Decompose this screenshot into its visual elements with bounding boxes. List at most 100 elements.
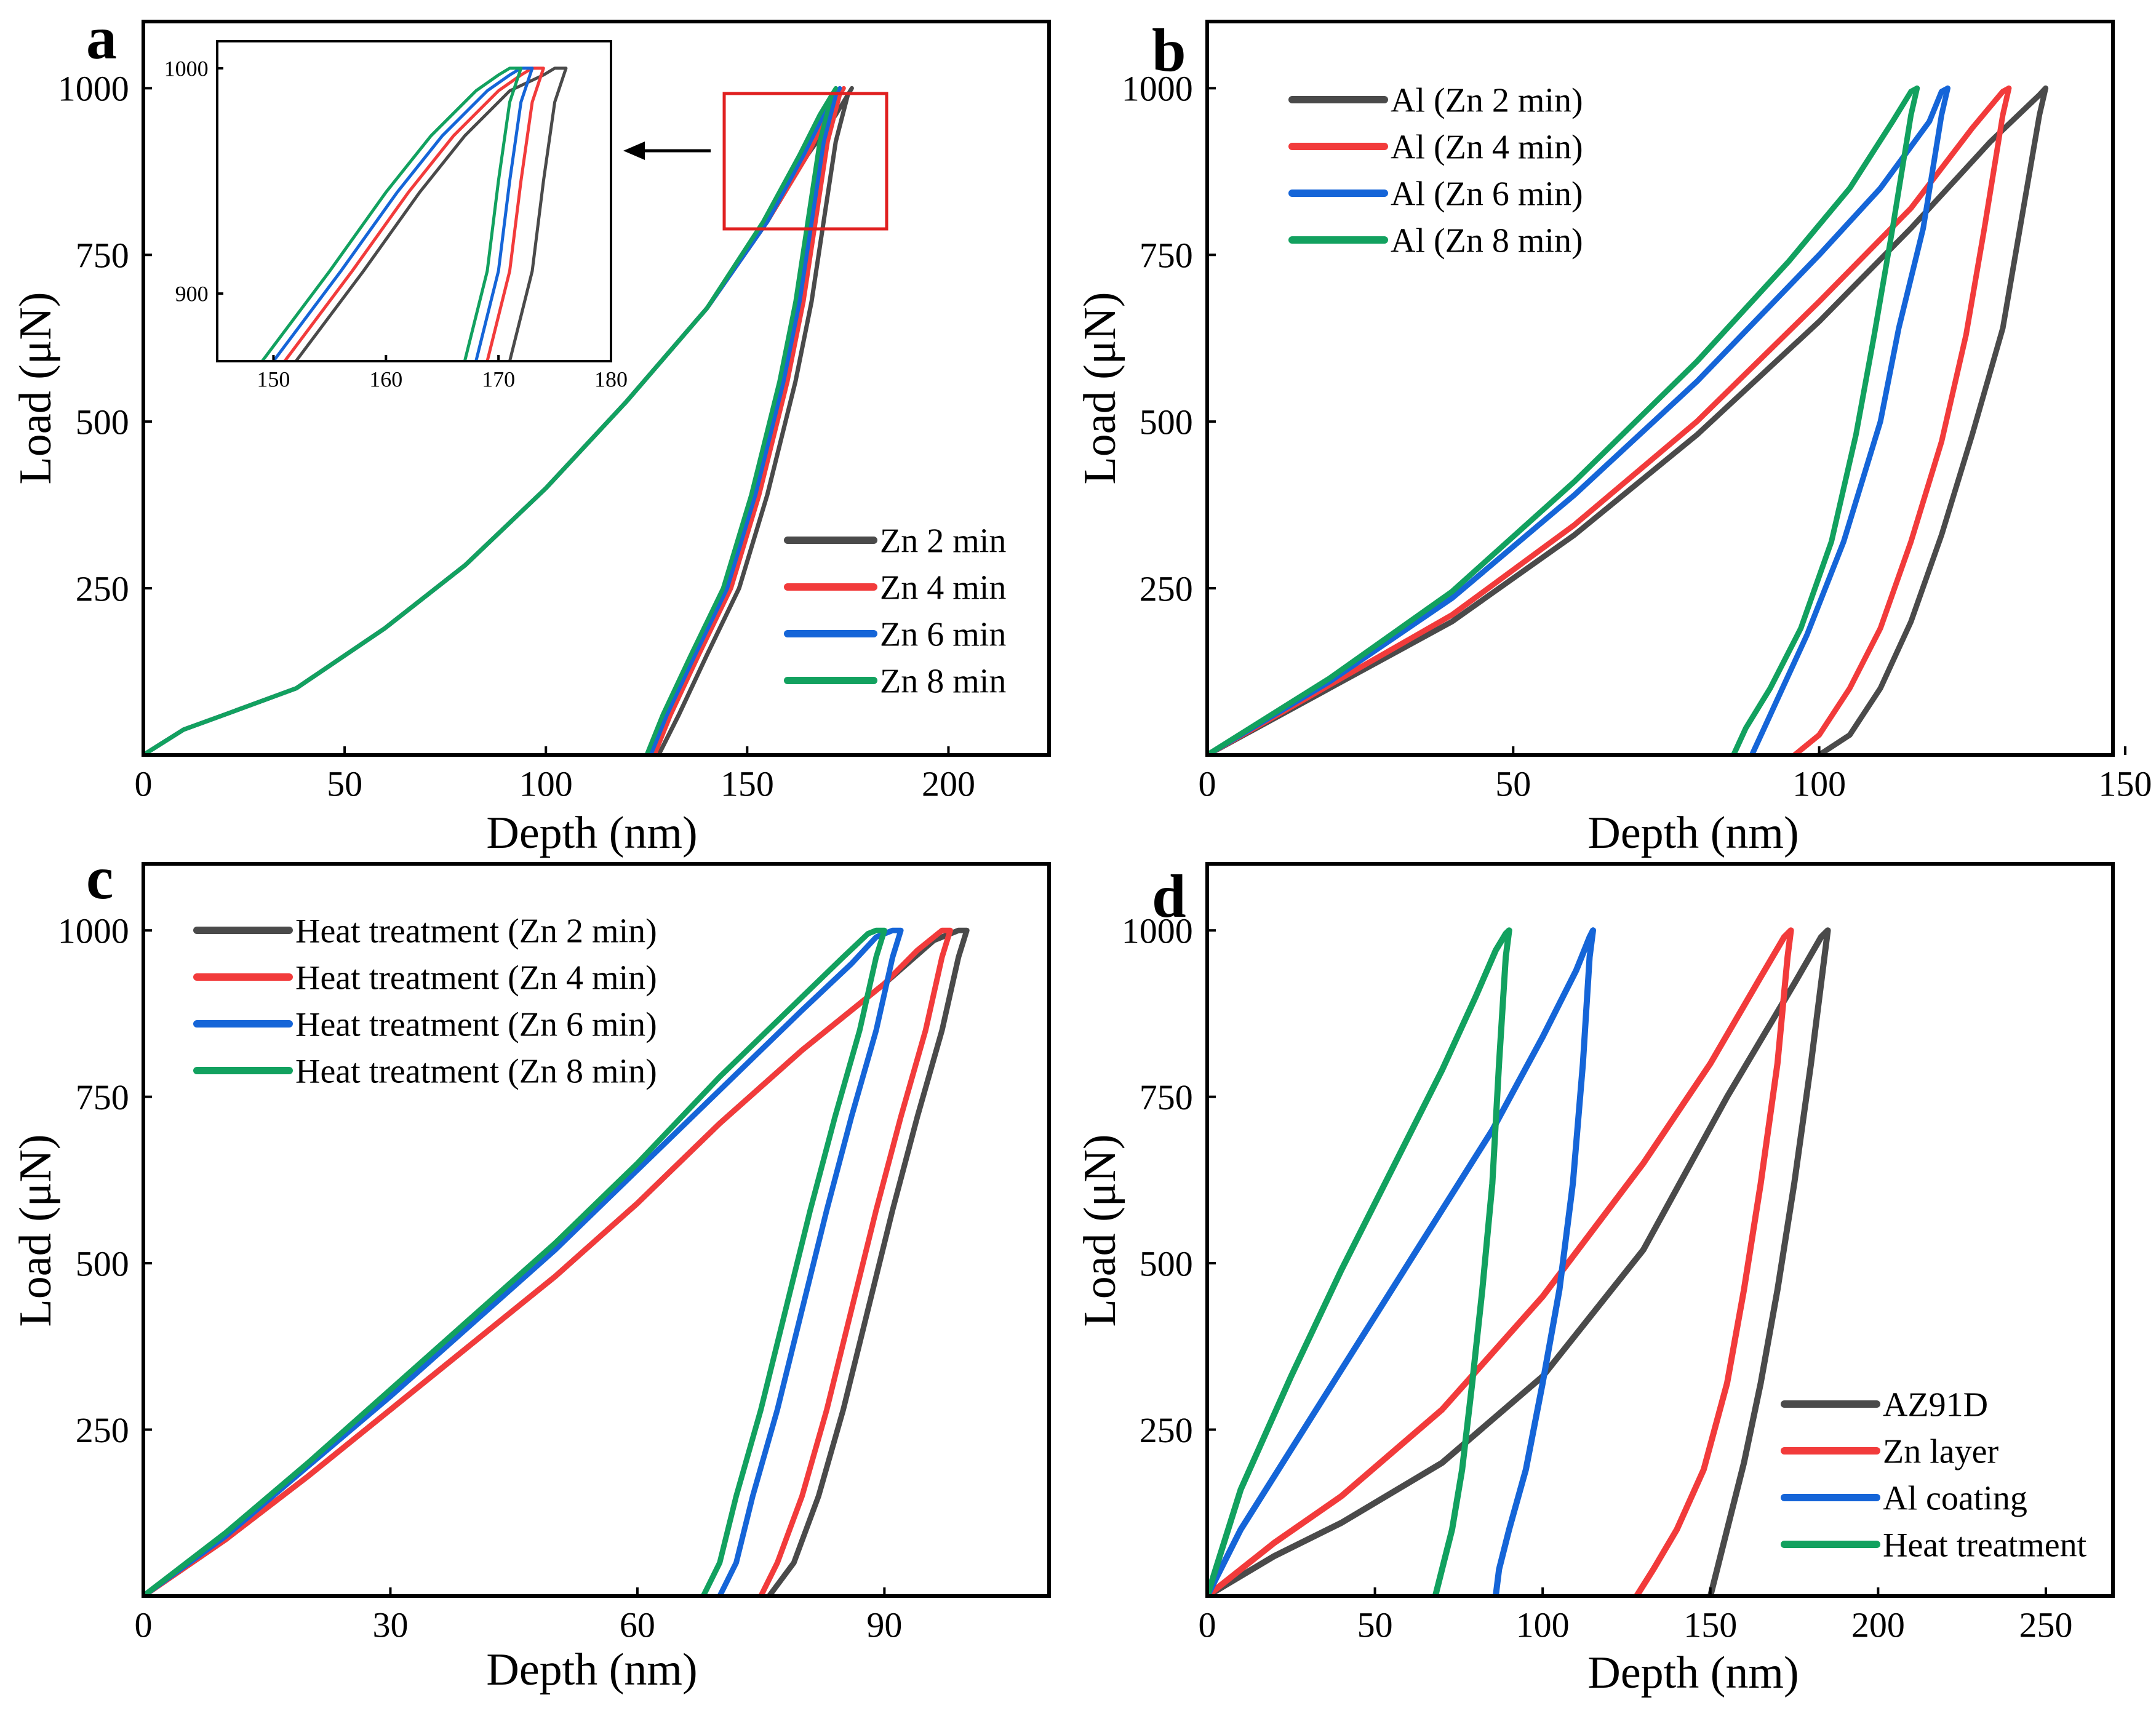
zoom-arrow-head-a [623, 142, 645, 160]
legend-label-b-3: Al (Zn 6 min) [1391, 175, 1583, 214]
panel-d: d 0 50 100 150 200 250 250 500 750 1000 Depth (nm… [1075, 862, 2115, 1698]
legend-label-c-3: Heat treatment (Zn 6 min) [295, 1006, 657, 1044]
ticks-b: 0 50 100 150 250 500 750 1000 [1122, 69, 2152, 804]
y-tick-label-b-1: 500 [1140, 402, 1193, 442]
panel-b: b 0 50 100 150 250 500 750 1000 Depth (nm) Load… [1075, 16, 2152, 858]
inset-a-frame [216, 40, 612, 362]
y-tick-label-a-1: 500 [76, 402, 129, 442]
series-line-d-1 [1207, 927, 1831, 1596]
y-tick-label-d-0: 250 [1140, 1410, 1193, 1450]
x-tick-label-a-4: 200 [922, 764, 975, 804]
ylabel-a: Load (μN) [10, 292, 61, 485]
x-tick-label-c-2: 60 [620, 1605, 655, 1645]
series-line-ainset-4 [260, 66, 523, 361]
legend-label-b-1: Al (Zn 2 min) [1391, 82, 1583, 120]
panel-a: a 0 50 100 150 200 250 500 750 1000 Depth (nm) L… [10, 4, 1051, 858]
series-line-d-4 [1207, 927, 1512, 1596]
plot-area-c [143, 927, 970, 1596]
y-tick-label-d-2: 750 [1140, 1077, 1193, 1117]
x-tick-label-c-1: 30 [372, 1605, 408, 1645]
series-line-ainset-3 [271, 66, 534, 361]
legend-label-d-1: AZ91D [1883, 1386, 1988, 1424]
legend-label-c-1: Heat treatment (Zn 2 min) [295, 912, 657, 951]
ylabel-b: Load (μN) [1075, 292, 1125, 485]
series-line-b-3 [1207, 85, 1950, 755]
panel-label-a: a [86, 4, 117, 72]
inset-plot-area-a [260, 66, 568, 361]
xlabel-d: Depth (nm) [1587, 1648, 1799, 1698]
x-tick-label-ainset-3: 180 [594, 367, 628, 391]
ylabel-d: Load (μN) [1075, 1135, 1125, 1327]
ylabel-c: Load (μN) [10, 1135, 61, 1327]
legend-label-a-2: Zn 4 min [880, 569, 1006, 607]
y-tick-label-b-2: 750 [1140, 236, 1193, 276]
series-line-c-4 [143, 927, 887, 1596]
frame-a [142, 20, 1051, 757]
xlabel-c: Depth (nm) [486, 1645, 697, 1695]
plot-area-b [1207, 85, 2049, 755]
series-line-b-1 [1207, 85, 2049, 755]
legend-label-d-3: Al coating [1883, 1480, 2027, 1518]
inset-ticks-a: 150 160 170 180 900 1000 [164, 57, 628, 392]
frame-d [1205, 862, 2115, 1598]
x-tick-label-a-0: 0 [135, 764, 153, 804]
series-line-c-2 [143, 927, 953, 1596]
plot-area-d [1207, 927, 1831, 1596]
series-line-b-4 [1207, 85, 1920, 755]
y-tick-label-a-0: 250 [76, 569, 129, 609]
y-tick-label-c-3: 1000 [58, 911, 129, 951]
y-tick-label-d-1: 500 [1140, 1243, 1193, 1283]
x-tick-label-a-2: 100 [519, 764, 573, 804]
y-tick-label-d-3: 1000 [1122, 911, 1193, 951]
x-tick-label-ainset-2: 170 [482, 367, 515, 391]
legend-c: Heat treatment (Zn 2 min) Heat treatment … [193, 912, 657, 1091]
ticks-c: 0 30 60 90 250 500 750 1000 [58, 911, 903, 1645]
x-tick-label-d-5: 250 [2019, 1605, 2072, 1645]
y-tick-label-ainset-1: 1000 [164, 57, 209, 81]
series-line-ainset-1 [294, 66, 568, 361]
panel-c: c 0 30 60 90 250 500 750 1000 Depth (nm) Load (… [10, 844, 1051, 1695]
legend-d: AZ91D Zn layer Al coating Heat treatment [1781, 1386, 2087, 1565]
y-tick-label-a-2: 750 [76, 236, 129, 276]
y-tick-label-a-3: 1000 [58, 69, 129, 109]
legend-label-c-2: Heat treatment (Zn 4 min) [295, 959, 657, 997]
x-tick-label-d-1: 50 [1357, 1605, 1393, 1645]
frame-c [142, 862, 1051, 1598]
x-tick-label-a-1: 50 [327, 764, 362, 804]
panel-label-c: c [86, 844, 113, 912]
y-tick-label-ainset-0: 900 [175, 282, 209, 306]
legend-label-a-4: Zn 8 min [880, 663, 1006, 701]
x-tick-label-d-4: 200 [1851, 1605, 1905, 1645]
x-tick-label-c-3: 90 [866, 1605, 902, 1645]
series-line-d-2 [1207, 927, 1794, 1596]
frame-b [1205, 20, 2115, 757]
ticks-d: 0 50 100 150 200 250 250 500 750 1000 [1122, 911, 2073, 1645]
x-tick-label-c-0: 0 [135, 1605, 153, 1645]
x-tick-label-b-0: 0 [1199, 764, 1216, 804]
legend-a: Zn 2 min Zn 4 min Zn 6 min Zn 8 min [784, 522, 1006, 701]
legend-label-c-4: Heat treatment (Zn 8 min) [295, 1053, 657, 1091]
x-tick-label-ainset-0: 150 [257, 367, 290, 391]
x-tick-label-b-3: 150 [2098, 764, 2152, 804]
x-tick-label-a-3: 150 [721, 764, 774, 804]
x-tick-label-d-0: 0 [1199, 1605, 1216, 1645]
legend-label-b-4: Al (Zn 8 min) [1391, 222, 1583, 260]
y-tick-label-c-2: 750 [76, 1077, 129, 1117]
x-tick-label-b-2: 100 [1792, 764, 1846, 804]
y-tick-label-c-0: 250 [76, 1410, 129, 1450]
xlabel-b: Depth (nm) [1587, 808, 1799, 858]
y-tick-label-b-0: 250 [1140, 569, 1193, 609]
series-line-b-2 [1207, 85, 2012, 755]
x-tick-label-d-3: 150 [1683, 1605, 1737, 1645]
panel-label-d: d [1152, 862, 1186, 930]
y-tick-label-c-1: 500 [76, 1243, 129, 1283]
legend-b: Al (Zn 2 min) Al (Zn 4 min) Al (Zn 6 min) A… [1288, 82, 1583, 260]
plot-area-a [143, 86, 854, 755]
xlabel-a: Depth (nm) [486, 808, 697, 858]
zoom-box-a [722, 92, 888, 231]
x-tick-label-ainset-1: 160 [369, 367, 402, 391]
series-line-d-3 [1207, 927, 1596, 1596]
legend-label-a-3: Zn 6 min [880, 616, 1006, 654]
ticks-a: 0 50 100 150 200 250 500 750 1000 [58, 69, 975, 804]
